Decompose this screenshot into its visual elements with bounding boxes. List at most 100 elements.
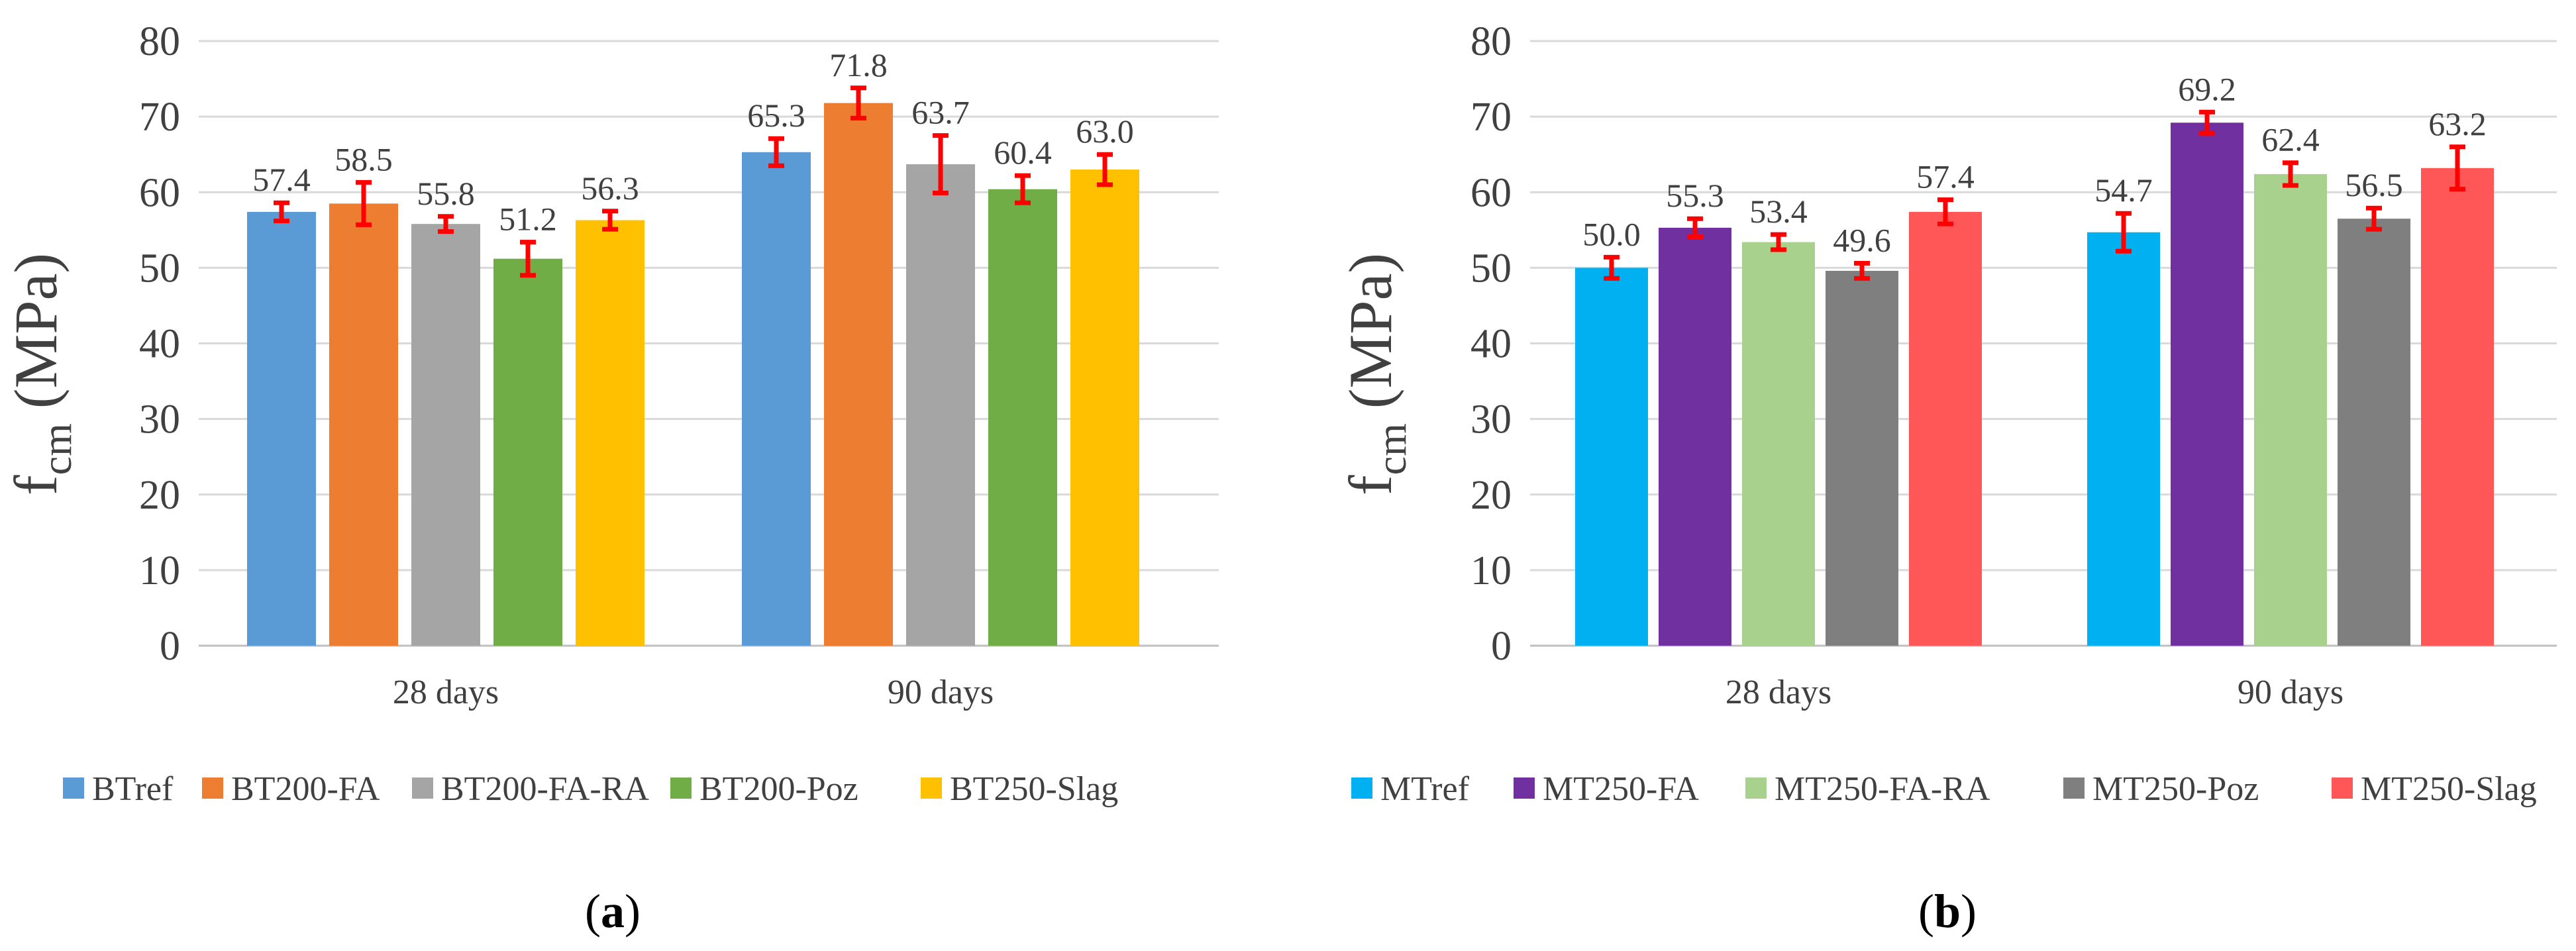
data-label: 54.7 [2094,172,2153,209]
data-label: 53.4 [1749,193,1808,230]
y-tick-label: 20 [1470,473,1512,518]
legend-swatch-mt250-poz [2063,777,2085,799]
y-axis-label-unit: (MPa) [1337,253,1404,409]
bar-mt250-fa [2171,123,2243,646]
legend-entry-bt200-poz: BT200-Poz [699,770,858,808]
data-label: 63.7 [911,94,970,131]
y-tick-label: 60 [139,170,180,215]
panel-label-letter: a [601,885,625,938]
y-axis-label: fcm (MPa) [2,253,80,495]
category-label: 90 days [2238,674,2344,711]
y-tick-label: 0 [1491,624,1512,669]
legend-entry-bt200-fa-ra: BT200-FA-RA [441,770,649,808]
y-tick-label: 0 [160,624,180,669]
legend-swatch-bt250-slag [921,777,942,799]
legend-swatch-btref [63,777,84,799]
data-label: 55.8 [417,175,475,212]
data-label: 57.4 [1916,158,1975,195]
legend-entry-bt200-fa: BT200-FA [231,770,380,808]
data-label: 71.8 [829,46,888,83]
panel-label-open-paren: ( [1918,885,1934,938]
legend-swatch-bt200-poz [670,777,692,799]
category-label: 28 days [393,674,499,711]
chart-panel-a: 0 10 20 30 40 50 60 70 80 fcm (MPa) 28 days 57.4 58.5… [2,19,1219,938]
bar-mtref [2087,232,2160,646]
y-tick-label: 10 [1470,548,1512,593]
data-label: 65.3 [747,97,805,134]
bar-bt200-fa [329,203,398,646]
bar-bt250-slag [576,220,644,646]
bar-bt200-poz [988,189,1057,646]
legend-entry-bt250-slag: BT250-Slag [950,770,1118,808]
data-label: 50.0 [1582,215,1641,252]
y-tick-label: 50 [139,246,180,291]
panel-label: (b) [1918,885,1977,938]
y-tick-label: 80 [1470,19,1512,64]
data-label: 49.6 [1833,222,1891,259]
panel-label-close-paren: ) [625,885,641,938]
data-label: 57.4 [252,161,311,198]
y-axis-label-unit: (MPa) [2,253,70,409]
panel-label: (a) [585,885,641,938]
bar-bt200-fa-ra [906,164,975,646]
bar-mt250-poz [2338,219,2410,646]
legend-swatch-bt200-fa-ra [412,777,433,799]
bar-mt250-fa-ra [2254,174,2327,646]
bar-bt250-slag [1070,170,1139,646]
data-label: 60.4 [994,134,1052,171]
y-tick-label: 60 [1470,170,1512,215]
legend-swatch-mt250-fa [1514,777,1535,799]
legend-entry-mt250-poz: MT250-Poz [2092,770,2259,808]
bar-mt250-fa [1659,227,1731,646]
legend-entry-mt250-slag: MT250-Slag [2361,770,2537,808]
legend-entry-mtref: MTref [1380,770,1470,808]
data-label: 69.2 [2178,70,2236,107]
y-axis-label-subscript: cm [1368,423,1415,475]
legend-swatch-mtref [1351,777,1372,799]
data-label: 56.5 [2345,166,2403,203]
bar-bt200-fa [824,103,893,646]
data-label: 51.2 [499,201,557,238]
data-label: 56.3 [581,170,639,207]
category-label: 90 days [888,674,994,711]
bar-bt200-fa-ra [411,224,480,646]
legend-swatch-bt200-fa [202,777,223,799]
y-tick-label: 30 [1470,397,1512,442]
data-label: 55.3 [1666,177,1724,214]
bar-btref [247,211,316,646]
chart-panel-b: 0 10 20 30 40 50 60 70 80 fcm (MPa) 28 days 50.0 55.3… [1337,19,2557,938]
y-axis-label-symbol: f [1337,475,1404,495]
y-tick-label: 80 [139,19,180,64]
y-tick-label: 40 [139,322,180,367]
y-tick-label: 70 [1470,95,1512,140]
y-tick-label: 50 [1470,246,1512,291]
legend-entry-mt250-fa-ra: MT250-FA-RA [1775,770,1990,808]
bar-btref [742,152,811,646]
legend-entry-btref: BTref [92,770,174,808]
panel-label-open-paren: ( [585,885,601,938]
data-label: 63.0 [1076,113,1134,150]
bar-mtref [1575,268,1648,646]
bar-bt200-poz [493,258,562,646]
y-axis-label-symbol: f [2,475,70,495]
data-label: 63.2 [2428,105,2487,142]
y-tick-label: 30 [139,397,180,442]
y-tick-label: 20 [139,473,180,518]
legend-entry-mt250-fa: MT250-FA [1543,770,1699,808]
panel-label-close-paren: ) [1961,885,1977,938]
y-tick-label: 70 [139,95,180,140]
legend-swatch-mt250-fa-ra [1745,777,1767,799]
bar-mt250-poz [1826,270,1898,646]
y-tick-label: 40 [1470,322,1512,367]
bar-mt250-slag [1909,211,1982,646]
y-axis-label-subscript: cm [33,423,80,475]
data-label: 62.4 [2261,121,2320,158]
legend-swatch-mt250-slag [2332,777,2353,799]
bar-mt250-slag [2421,168,2494,646]
panel-label-letter: b [1934,885,1961,938]
bar-mt250-fa-ra [1742,242,1815,646]
y-tick-label: 10 [139,548,180,593]
y-axis-label: fcm (MPa) [1337,253,1415,495]
data-label: 58.5 [335,140,393,177]
